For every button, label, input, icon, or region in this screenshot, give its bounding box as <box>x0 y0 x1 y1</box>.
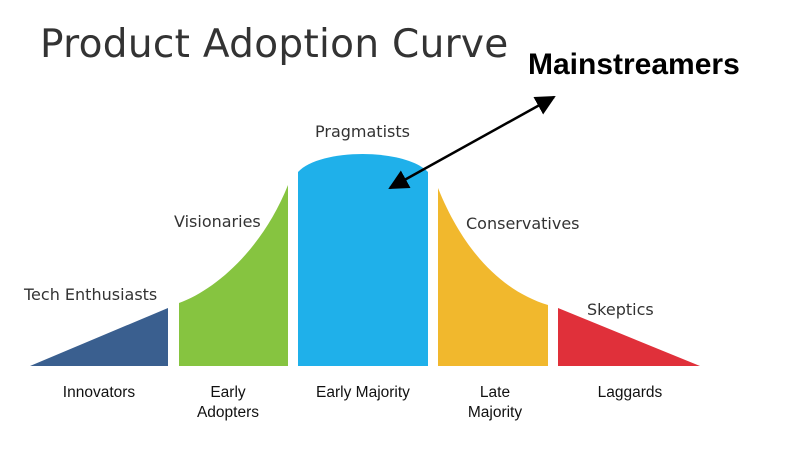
diagram-title: Product Adoption Curve <box>40 22 509 67</box>
tech-enthusiasts-label: Tech Enthusiasts <box>24 285 158 304</box>
early-majority-segment <box>298 154 428 366</box>
conservatives-label: Conservatives <box>466 214 580 233</box>
late-majority-segment <box>438 188 548 366</box>
early-majority-label: Early Majority <box>316 384 410 401</box>
innovators-label: Innovators <box>62 384 136 401</box>
innovators-segment <box>30 308 168 366</box>
skeptics-label: Skeptics <box>587 300 654 319</box>
late-majority-label: Late Majority <box>467 384 523 421</box>
visionaries-label: Visionaries <box>174 212 261 231</box>
early-adopters-label: Early Adopters <box>196 384 260 421</box>
early-adopters-segment <box>179 185 288 366</box>
pragmatists-label: Pragmatists <box>315 122 410 141</box>
double-arrow <box>388 95 556 190</box>
laggards-segment <box>558 308 700 366</box>
laggards-label: Laggards <box>597 384 663 401</box>
callout-label: Mainstreamers <box>528 48 740 81</box>
